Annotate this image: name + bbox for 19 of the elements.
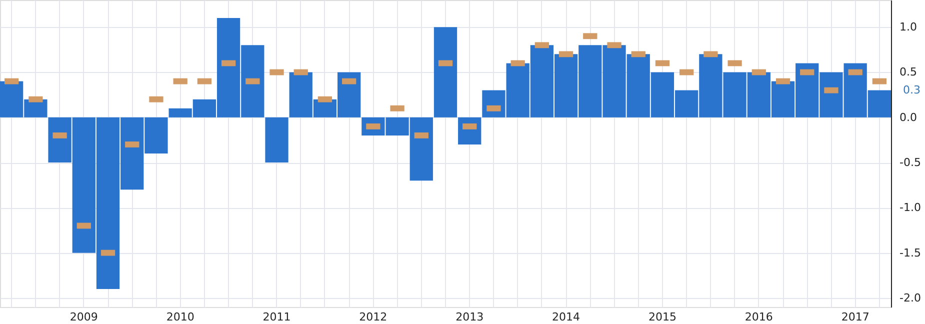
x-tick-label: 2014 [552, 310, 580, 324]
x-tick-label: 2016 [744, 310, 773, 324]
y-tick-label: -1.5 [900, 246, 921, 260]
x-tick-label: 2015 [648, 310, 676, 324]
y-tick-label: -1.0 [900, 201, 921, 214]
bar [434, 27, 458, 118]
x-tick-label: 2011 [262, 310, 291, 324]
y-tick-label: -0.5 [900, 156, 921, 170]
x-tick-label: 2013 [456, 310, 484, 324]
y-tick-label: -2.0 [900, 291, 921, 304]
x-tick-label: 2012 [359, 310, 388, 324]
x-tick-label: 2017 [841, 310, 870, 324]
y-tick-label: 0.5 [900, 66, 917, 79]
x-tick-label: 2010 [166, 310, 194, 324]
bar [265, 117, 288, 163]
x-tick-label: 2009 [70, 310, 98, 324]
text: 0.3 [903, 83, 920, 96]
y-tick-label: 1.0 [900, 20, 917, 34]
y-tick-label: 0.0 [900, 110, 917, 124]
